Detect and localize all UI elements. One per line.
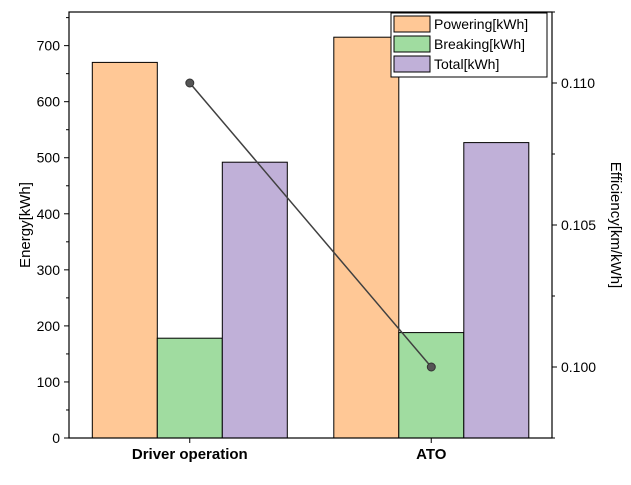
y-tick-label-7: 700 (37, 38, 61, 54)
bar-2-1 (463, 142, 530, 439)
legend-swatch-0 (393, 15, 431, 33)
y-tick-label-0: 0 (52, 430, 60, 446)
y2-tick-label-2: 0.110 (561, 75, 595, 91)
bar-1-1 (398, 332, 465, 439)
bar-1-0 (156, 337, 223, 439)
y-tick-label-4: 400 (37, 206, 61, 222)
bar-0-0 (91, 61, 158, 439)
legend-label-1: Breaking[kWh] (434, 36, 525, 52)
legend-swatch-1 (393, 35, 431, 53)
axes-group: Driver operation ATO 0 100 200 300 400 500 600 70… (37, 11, 596, 463)
x-tick-label-0: Driver operation (132, 446, 248, 463)
legend-label-2: Total[kWh] (434, 56, 499, 72)
y-tick-label-3: 300 (37, 262, 61, 278)
y2-tick-label-1: 0.105 (561, 217, 596, 233)
bars-group (91, 36, 530, 439)
y-tick-label-6: 600 (37, 94, 61, 110)
x-tick-label-1: ATO (416, 446, 447, 463)
legend-swatch-2 (393, 55, 431, 73)
efficiency-line-group (185, 78, 436, 372)
efficiency-point-1 (426, 362, 436, 372)
y-tick-label-1: 100 (37, 374, 61, 390)
bar-0-1 (333, 36, 400, 439)
y2-axis-title: Efficiency[km/kWh] (607, 162, 624, 288)
legend: Powering[kWh] Breaking[kWh] Total[kWh] (390, 12, 548, 78)
y-axis-title: Energy[kWh] (17, 182, 34, 268)
efficiency-line (189, 82, 432, 368)
bar-2-0 (221, 161, 288, 439)
efficiency-point-0 (185, 78, 195, 88)
y-tick-label-2: 200 (37, 318, 61, 334)
y-tick-label-5: 500 (37, 150, 61, 166)
y2-tick-label-0: 0.100 (561, 359, 596, 375)
legend-label-0: Powering[kWh] (434, 16, 528, 32)
